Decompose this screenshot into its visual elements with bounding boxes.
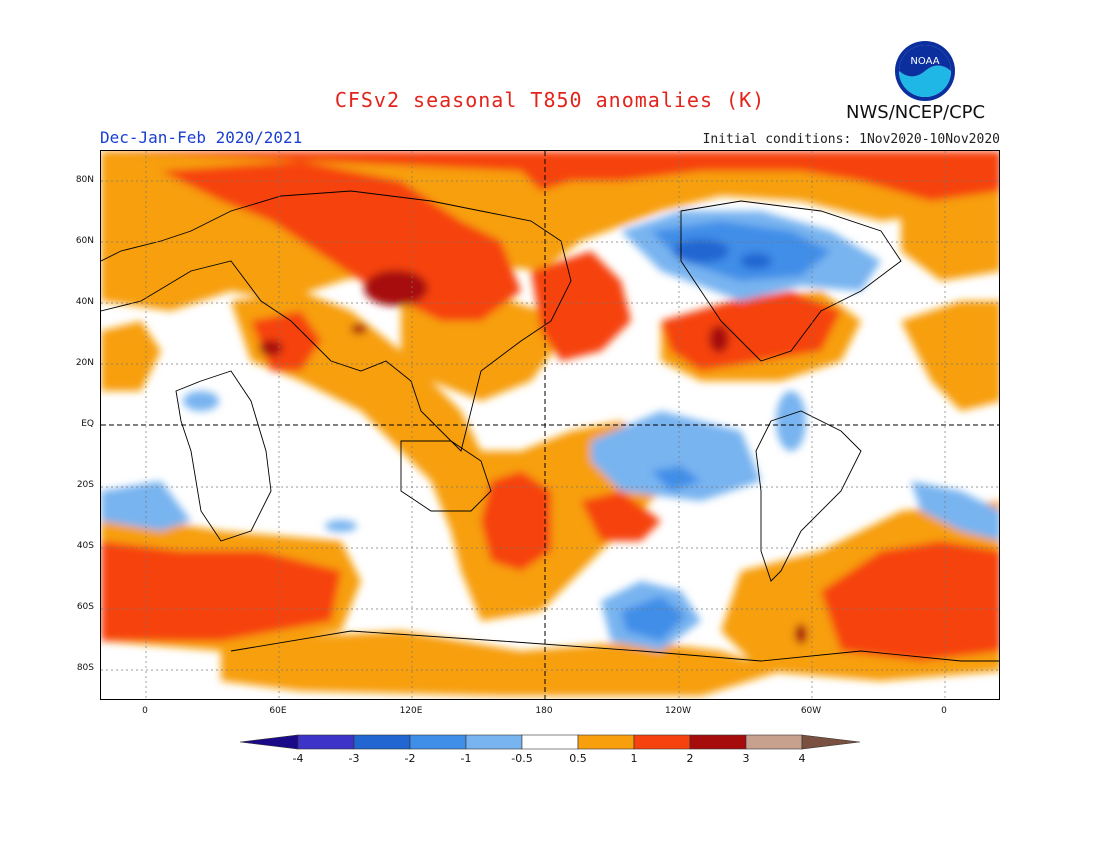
colorbar-tick-label: -0.5 xyxy=(511,752,533,765)
colorbar-tick-label: 2 xyxy=(686,752,694,765)
logo-text: NOAA xyxy=(910,56,939,67)
colorbar-tick-label: 4 xyxy=(798,752,806,765)
lon-label: 180 xyxy=(535,706,553,716)
lat-label: EQ xyxy=(81,419,94,429)
colorbar-segment xyxy=(521,734,579,750)
reference-lines xyxy=(101,151,999,699)
lon-label: 0 xyxy=(142,706,148,716)
gridlines xyxy=(101,151,999,699)
lat-label: 20N xyxy=(75,358,94,368)
anomaly-fields xyxy=(101,151,999,696)
lat-label: 80S xyxy=(76,663,94,673)
colorbar-segment xyxy=(745,734,803,750)
colorbar-tick-label: 0.5 xyxy=(569,752,587,765)
colorbar-segment xyxy=(633,734,691,750)
lon-label: 120E xyxy=(399,706,423,716)
lat-label: 60N xyxy=(75,236,94,246)
chart-title: CFSv2 seasonal T850 anomalies (K) xyxy=(334,88,766,112)
lon-label: 120W xyxy=(664,706,692,716)
season-label: Dec-Jan-Feb 2020/2021 xyxy=(100,128,303,147)
agency-label: NWS/NCEP/CPC xyxy=(846,102,986,123)
colorbar-tick-label: -1 xyxy=(460,752,472,765)
lon-label: 60E xyxy=(269,706,287,716)
noaa-logo: NOAA xyxy=(895,41,955,101)
lat-label: 60S xyxy=(76,602,94,612)
lat-label: 40S xyxy=(76,541,94,551)
lat-label: 40N xyxy=(75,297,94,307)
lat-label: 80N xyxy=(75,175,94,185)
colorbar-tick-label: -3 xyxy=(348,752,360,765)
anomaly-map xyxy=(100,150,1000,700)
colorbar-tick-label: -2 xyxy=(404,752,416,765)
colorbar-end-low xyxy=(240,734,299,750)
lon-label: 0 xyxy=(941,706,947,716)
colorbar-segment xyxy=(297,734,355,750)
colorbar-end-high xyxy=(801,734,861,750)
colorbar-tick-label: 1 xyxy=(630,752,638,765)
colorbar-segment xyxy=(689,734,747,750)
lon-label: 60W xyxy=(800,706,822,716)
coastlines xyxy=(101,190,999,662)
colorbar-segment xyxy=(577,734,635,750)
colorbar-segment xyxy=(465,734,523,750)
lat-label: 20S xyxy=(76,480,94,490)
colorbar-segment xyxy=(353,734,411,750)
colorbar-segment xyxy=(409,734,467,750)
colorbar-tick-label: 3 xyxy=(742,752,750,765)
initial-conditions-label: Initial conditions: 1Nov2020-10Nov2020 xyxy=(702,132,1000,147)
colorbar xyxy=(240,734,861,750)
colorbar-tick-label: -4 xyxy=(292,752,304,765)
anomaly-map-svg xyxy=(101,151,999,699)
